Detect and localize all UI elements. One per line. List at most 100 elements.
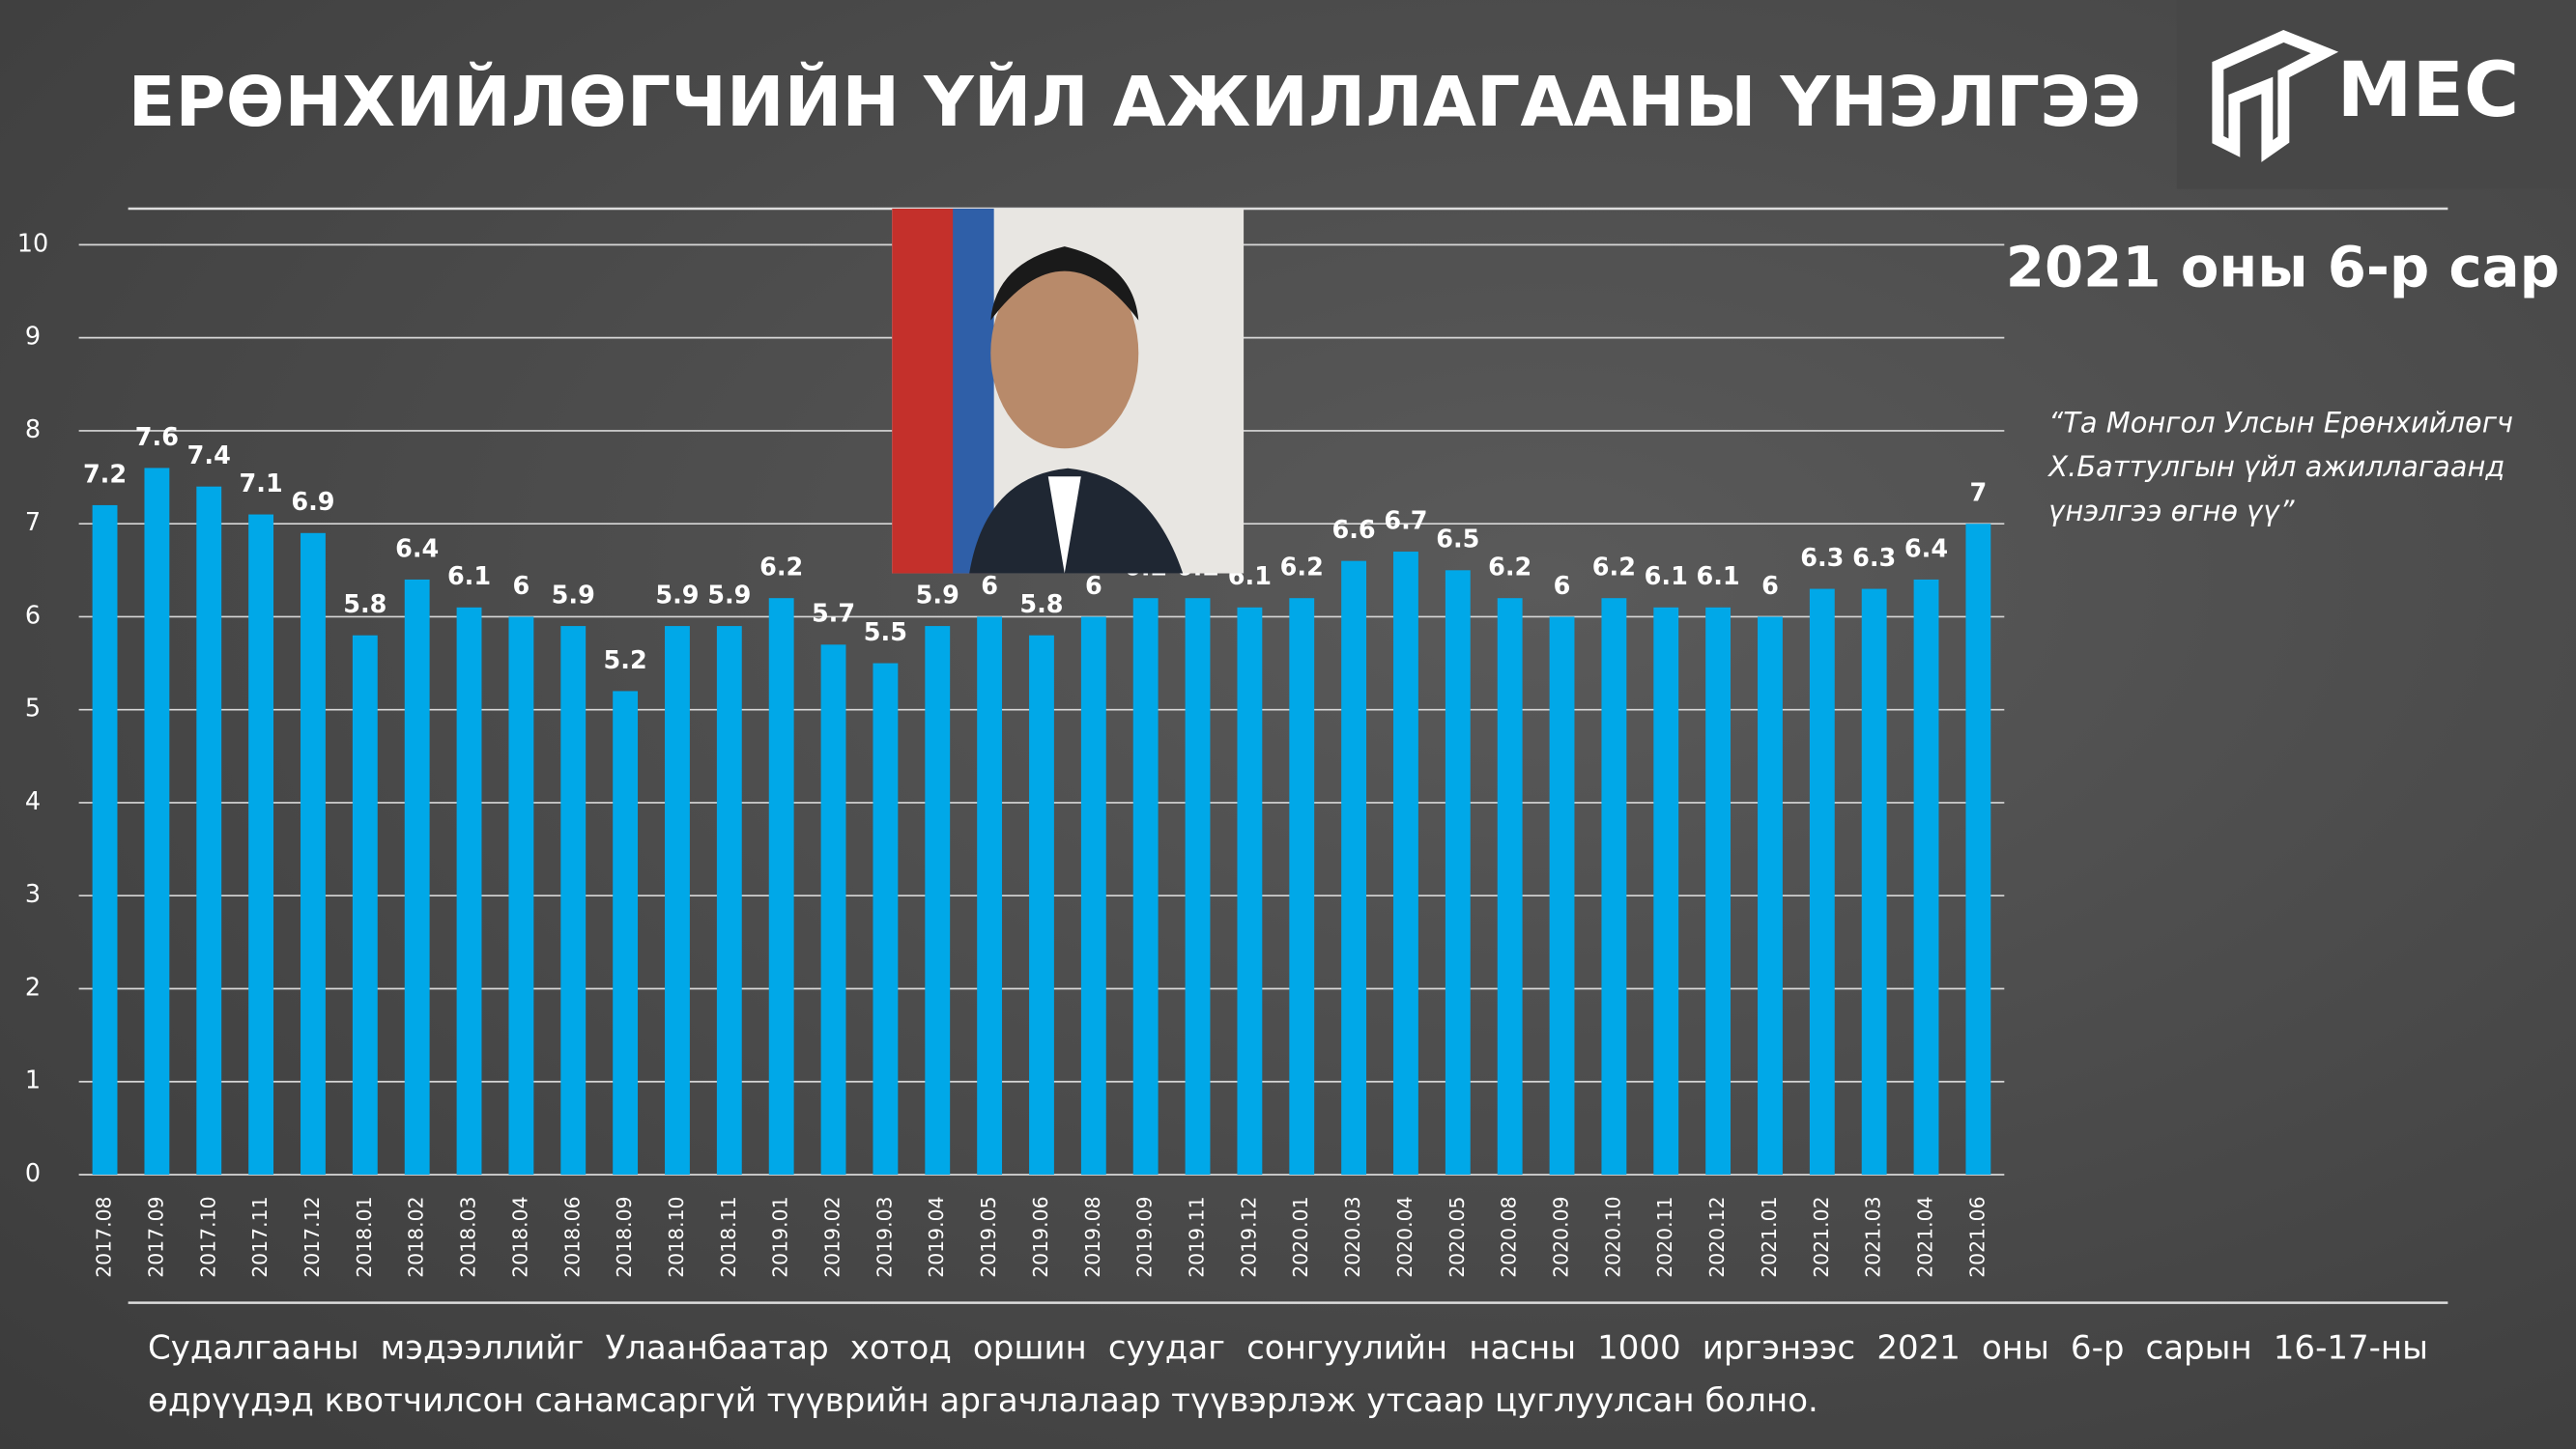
y-tick-label: 10 — [17, 229, 48, 258]
logo-text: MEC — [2337, 46, 2520, 134]
data-label: 5.8 — [1019, 590, 1063, 619]
y-tick-label: 4 — [25, 787, 41, 816]
x-tick-label: 2018.11 — [717, 1196, 740, 1277]
x-tick-label: 2019.03 — [873, 1196, 896, 1277]
x-tick-label: 2019.12 — [1237, 1196, 1260, 1277]
bar — [1653, 607, 1679, 1175]
bar — [1080, 616, 1106, 1175]
data-label: 7 — [1970, 479, 1988, 508]
bar — [404, 579, 430, 1175]
data-label: 6.4 — [1904, 534, 1948, 563]
x-tick-label: 2018.06 — [560, 1196, 584, 1277]
data-label: 5.9 — [707, 581, 751, 610]
y-tick-label: 7 — [25, 508, 41, 537]
x-tick-label: 2021.04 — [1914, 1196, 1937, 1277]
x-tick-label: 2017.12 — [301, 1196, 324, 1277]
bar — [768, 598, 794, 1175]
bar — [977, 616, 1003, 1175]
x-tick-label: 2019.02 — [821, 1196, 844, 1277]
bar — [196, 486, 222, 1175]
x-tick-label: 2019.04 — [925, 1196, 948, 1277]
bar — [1913, 579, 1939, 1175]
x-tick-label: 2018.10 — [665, 1196, 688, 1277]
x-tick-label: 2017.10 — [196, 1196, 219, 1277]
data-label: 5.5 — [864, 618, 907, 647]
logo-icon — [2212, 29, 2339, 162]
bar — [1601, 598, 1627, 1175]
data-label: 5.2 — [604, 646, 647, 675]
data-label: 6 — [513, 572, 530, 601]
data-label: 5.7 — [812, 600, 855, 629]
x-tick-label: 2019.01 — [769, 1196, 792, 1277]
x-tick-label: 2019.08 — [1081, 1196, 1104, 1277]
x-tick-label: 2018.01 — [353, 1196, 376, 1277]
data-label: 6.5 — [1436, 526, 1479, 554]
y-tick-label: 2 — [25, 973, 41, 1002]
data-label: 6.2 — [1280, 554, 1324, 582]
bar — [1237, 607, 1263, 1175]
x-tick-label: 2018.02 — [405, 1196, 428, 1277]
bar — [1497, 598, 1523, 1175]
bar — [144, 468, 170, 1175]
bar — [1705, 607, 1732, 1175]
bar — [92, 504, 118, 1175]
x-tick-label: 2021.06 — [1965, 1196, 1989, 1277]
data-label: 6 — [1554, 572, 1571, 601]
bar — [665, 626, 690, 1175]
bar — [1341, 560, 1367, 1175]
bar — [1809, 588, 1835, 1175]
data-label: 7.1 — [240, 469, 283, 498]
x-tick-label: 2020.04 — [1393, 1196, 1417, 1277]
data-label: 6.4 — [395, 534, 439, 563]
x-tick-label: 2018.09 — [613, 1196, 636, 1277]
question: “Та Монгол Улсын Ерөнхийлөгч Х.Баттулгын… — [2048, 407, 2513, 529]
bar — [1289, 598, 1315, 1175]
data-label: 6.3 — [1852, 544, 1896, 573]
footnote: Судалгааны мэдээллийг Улаанбаатар хотод … — [148, 1327, 2428, 1420]
bar — [1549, 616, 1575, 1175]
data-label: 6 — [1085, 572, 1102, 601]
bar — [1132, 598, 1159, 1175]
data-label: 6.7 — [1384, 506, 1427, 535]
y-tick-label: 6 — [25, 601, 41, 630]
x-tick-label: 2020.08 — [1498, 1196, 1521, 1277]
bar — [456, 607, 482, 1175]
data-label: 6.9 — [291, 488, 334, 517]
bar — [716, 626, 742, 1175]
data-label: 6.1 — [447, 562, 491, 591]
x-tick-label: 2017.09 — [144, 1196, 167, 1277]
bar — [820, 644, 846, 1175]
x-tick-label: 2020.11 — [1653, 1196, 1676, 1277]
y-tick-label: 3 — [25, 880, 41, 909]
data-label: 6 — [1761, 572, 1779, 601]
x-tick-label: 2019.06 — [1029, 1196, 1052, 1277]
chart-title: ЕРӨНХИЙЛӨГЧИЙН ҮЙЛ АЖИЛЛАГААНЫ ҮНЭЛГЭЭ — [129, 62, 2141, 142]
x-tick-label: 2017.08 — [93, 1196, 116, 1277]
data-label: 7.6 — [135, 423, 179, 452]
data-label: 5.9 — [916, 581, 959, 610]
y-tick-label: 9 — [25, 323, 41, 352]
bar — [248, 514, 274, 1175]
y-tick-label: 0 — [25, 1159, 41, 1188]
bar — [1758, 616, 1783, 1175]
x-tick-label: 2020.05 — [1445, 1196, 1469, 1277]
x-tick-label: 2018.03 — [457, 1196, 480, 1277]
x-tick-label: 2019.09 — [1133, 1196, 1157, 1277]
data-label: 6.2 — [759, 554, 803, 582]
data-label: 6 — [981, 572, 998, 601]
bar — [1393, 552, 1418, 1175]
x-tick-label: 2018.04 — [508, 1196, 531, 1277]
bar — [1185, 598, 1211, 1175]
data-label: 5.8 — [343, 590, 386, 619]
data-label: 6.1 — [1645, 562, 1688, 591]
x-tick-label: 2019.05 — [977, 1196, 1000, 1277]
bar — [301, 532, 326, 1175]
bar — [560, 626, 587, 1175]
x-tick-label: 2019.11 — [1186, 1196, 1209, 1277]
x-tick-label: 2020.09 — [1550, 1196, 1573, 1277]
subtitle: 2021 оны 6-р сар — [2006, 235, 2560, 300]
data-label: 6.3 — [1800, 544, 1844, 573]
x-tick-label: 2020.10 — [1601, 1196, 1624, 1277]
